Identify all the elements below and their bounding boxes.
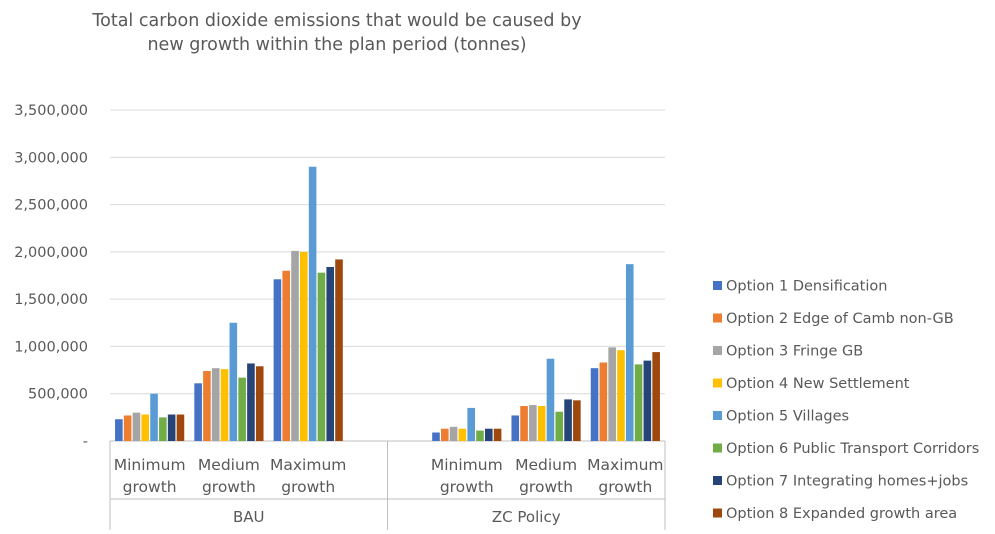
- bar: [652, 352, 660, 441]
- bar: [573, 400, 581, 441]
- bar: [220, 369, 229, 441]
- x-category-label: Minimum: [431, 456, 503, 474]
- chart-title-line-2: new growth within the plan period (tonne…: [147, 35, 526, 55]
- x-category-label: growth: [440, 478, 494, 496]
- x-category-label: Maximum: [270, 456, 346, 474]
- bar: [529, 405, 537, 441]
- bar: [476, 430, 484, 441]
- y-tick-label: 3,000,000: [14, 150, 88, 166]
- bar: [291, 250, 299, 441]
- bar: [115, 419, 123, 441]
- bar: [634, 364, 643, 441]
- x-axis: Minimum growth Medium growth Maximum growth BA…: [109, 441, 666, 530]
- gridlines: [110, 109, 665, 442]
- legend-swatch: [713, 443, 722, 453]
- bar: [300, 251, 308, 441]
- bar: [211, 368, 220, 441]
- x-category-label: Medium: [515, 456, 577, 474]
- y-axis-tick-labels: - 500,000 1,000,000 1,500,000 2,000,000 2,500…: [14, 103, 88, 450]
- y-tick-label: -: [83, 434, 88, 450]
- y-tick-label: 500,000: [28, 387, 88, 403]
- x-category-label: Medium: [198, 456, 260, 474]
- legend-label: Option 3 Fringe GB: [726, 344, 863, 360]
- bar: [326, 266, 335, 441]
- bar: [555, 411, 564, 441]
- legend-label: Option 8 Expanded growth area: [726, 506, 957, 522]
- x-group-label: ZC Policy: [492, 508, 561, 526]
- bar: [440, 428, 449, 441]
- y-tick-label: 2,000,000: [14, 245, 88, 261]
- bar: [238, 377, 246, 441]
- bar: [132, 412, 141, 441]
- bar: [273, 279, 282, 441]
- y-tick-label: 3,500,000: [14, 103, 88, 119]
- x-group-label: BAU: [233, 508, 265, 526]
- legend-swatch: [713, 346, 722, 355]
- legend-swatch: [713, 281, 722, 290]
- bar: [282, 270, 291, 441]
- x-category-label: growth: [123, 478, 177, 496]
- legend-label: Option 5 Villages: [726, 409, 849, 425]
- bar: [484, 428, 493, 441]
- bar: [537, 406, 546, 441]
- legend-swatch: [713, 508, 722, 518]
- bar: [546, 358, 555, 441]
- bar: [590, 368, 599, 441]
- legend-label: Option 7 Integrating homes+jobs: [726, 474, 968, 490]
- bar: [608, 347, 616, 441]
- legend-label: Option 4 New Settlement: [726, 376, 910, 392]
- bar: [458, 428, 467, 441]
- bar: [255, 366, 264, 441]
- x-category-label: Minimum: [114, 456, 186, 474]
- bar: [247, 363, 255, 441]
- legend-swatch: [713, 313, 722, 323]
- bar: [317, 272, 326, 441]
- bar: [229, 322, 238, 441]
- bars: [115, 166, 660, 441]
- bar: [564, 399, 572, 441]
- bar: [511, 415, 520, 441]
- bar: [432, 432, 440, 441]
- y-tick-label: 2,500,000: [14, 198, 88, 214]
- bar: [625, 264, 634, 441]
- y-tick-label: 1,500,000: [14, 292, 88, 308]
- bar: [643, 360, 652, 441]
- legend-swatch: [713, 378, 722, 388]
- chart-title-line-1: Total carbon dioxide emissions that woul…: [91, 11, 581, 31]
- bar: [493, 428, 502, 441]
- bar: [141, 414, 150, 441]
- legend-label: Option 1 Densification: [726, 279, 887, 295]
- bar: [194, 383, 202, 441]
- x-category-label: growth: [598, 478, 652, 496]
- legend-label: Option 6 Public Transport Corridors: [726, 441, 979, 457]
- bar: [335, 259, 343, 441]
- legend-swatch: [713, 411, 722, 420]
- bar: [599, 362, 608, 441]
- y-tick-label: 1,000,000: [14, 339, 88, 355]
- chart-title: Total carbon dioxide emissions that woul…: [91, 11, 581, 55]
- x-category-label: growth: [519, 478, 573, 496]
- bar: [617, 350, 625, 441]
- bar: [449, 426, 458, 441]
- bar: [150, 393, 158, 441]
- bar: [123, 415, 132, 441]
- x-category-label: growth: [281, 478, 335, 496]
- legend-label: Option 2 Edge of Camb non-GB: [726, 311, 954, 327]
- bar: [467, 407, 475, 441]
- bar: [176, 414, 185, 441]
- x-category-label: growth: [202, 478, 256, 496]
- legend: Option 1 Densification Option 2 Edge of C…: [713, 279, 979, 522]
- legend-swatch: [713, 476, 722, 485]
- bar: [203, 371, 211, 441]
- bar: [167, 414, 176, 441]
- x-category-label: Maximum: [587, 456, 663, 474]
- bar: [308, 166, 317, 441]
- bar: [159, 417, 167, 441]
- bar: [520, 406, 528, 441]
